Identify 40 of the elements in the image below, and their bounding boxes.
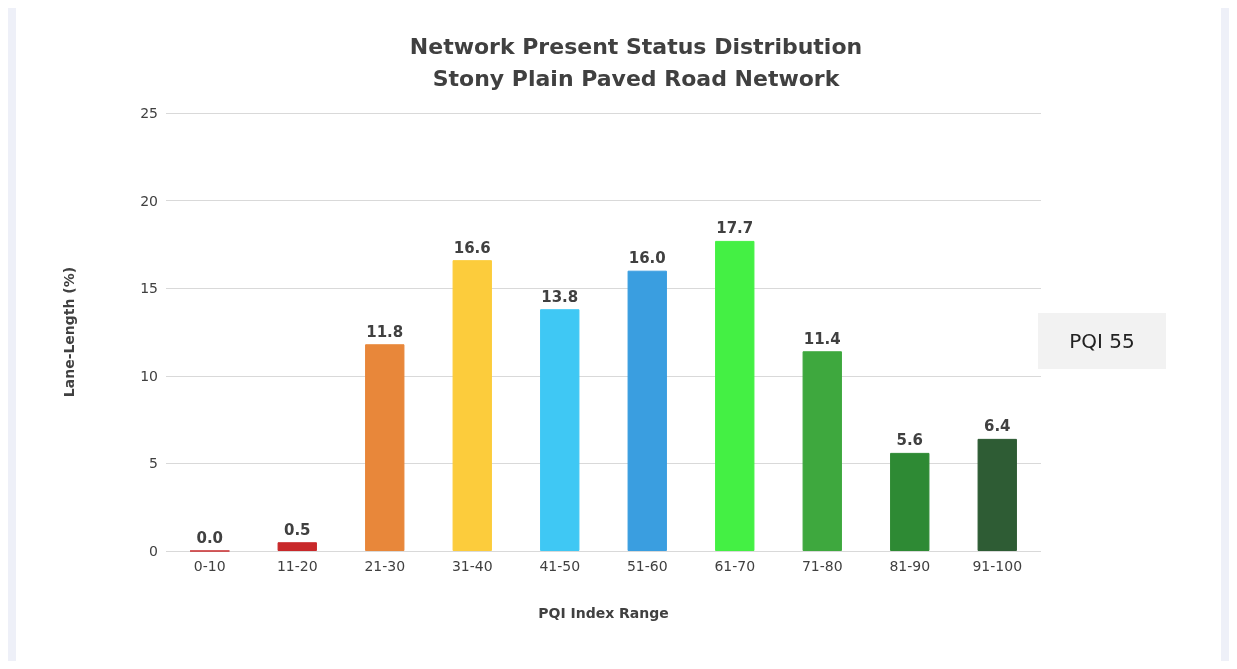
data-label: 16.0 [628,249,666,268]
x-axis-title: PQI Index Range [538,605,669,621]
bar [540,309,580,551]
data-label: 6.4 [983,417,1011,436]
x-tick-label: 0-10 [193,558,226,574]
bar [365,344,405,551]
y-axis-title: Lane-Length (%) [61,266,77,398]
data-label: 11.4 [803,329,841,348]
x-tick-label: 31-40 [451,558,493,574]
x-tick-label: 91-100 [972,558,1023,574]
y-tick-label: 5 [149,455,158,472]
x-tick-label: 41-50 [539,558,581,574]
data-label: 16.6 [453,238,491,257]
chart-subtitle: Stony Plain Paved Road Network [432,65,841,91]
data-label: 11.8 [366,322,404,341]
x-tick-label: 21-30 [364,558,406,574]
chart-title: Network Present Status Distribution [409,33,863,59]
bar [715,240,755,551]
y-tick-label: 10 [140,367,158,384]
bar [977,438,1017,551]
data-label: 0.5 [283,520,311,539]
data-label: 13.8 [541,287,579,306]
data-label: 0.0 [196,529,224,547]
bar [452,260,492,551]
data-label: 5.6 [896,431,924,450]
bar [802,351,842,551]
y-tick-label: 25 [140,105,158,121]
x-tick-label: 61-70 [714,558,756,574]
y-tick-label: 20 [140,192,158,209]
x-tick-label: 81-90 [889,558,931,574]
text: PQI 55 [1069,329,1135,353]
bar [627,270,667,551]
data-label: 17.7 [716,219,754,238]
x-tick-label: 51-60 [626,558,668,574]
y-tick-label: 15 [140,280,158,297]
x-tick-label: 11-20 [276,558,318,574]
y-tick-label: 0 [149,543,158,559]
bar [277,542,317,551]
x-tick-label: 71-80 [801,558,843,574]
bar [890,452,930,551]
